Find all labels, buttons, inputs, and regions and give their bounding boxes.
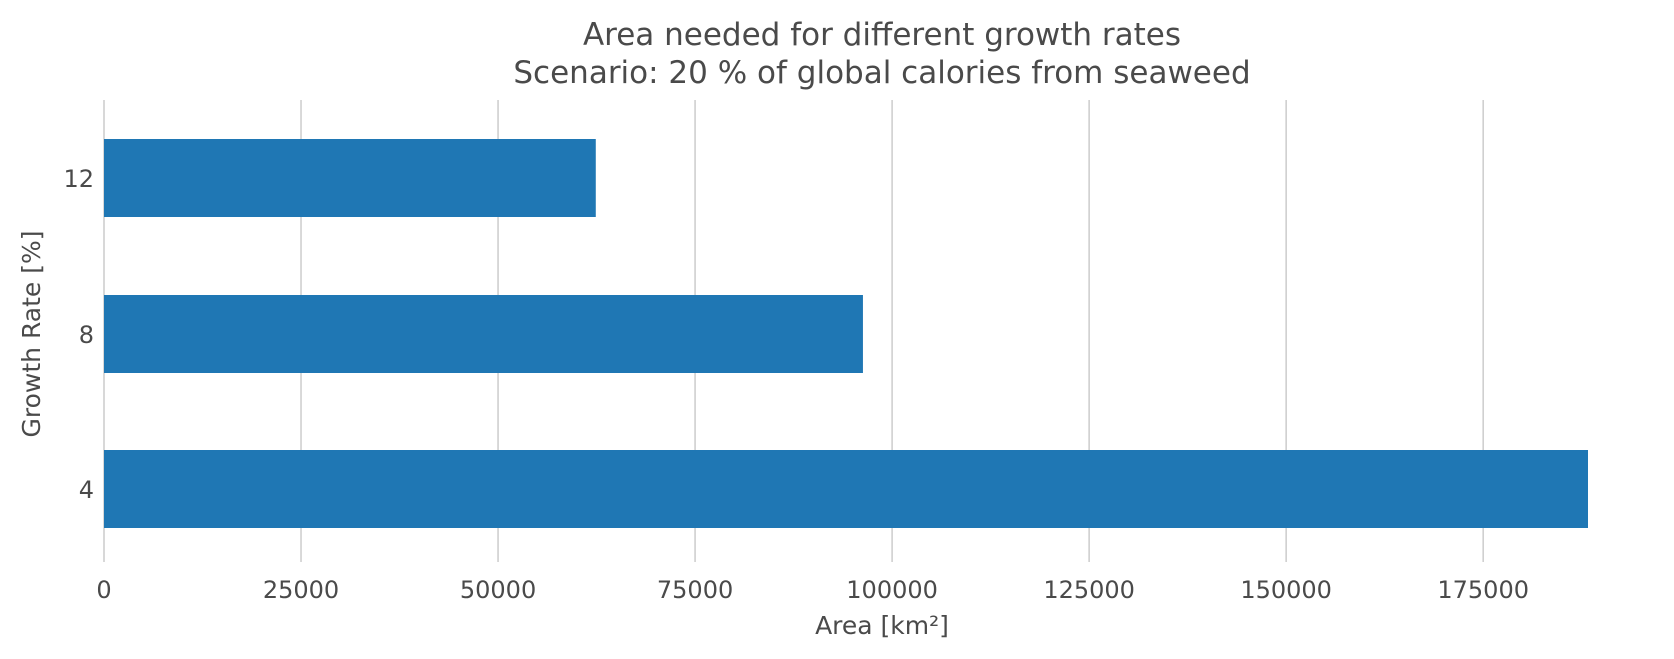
- x-tick-label: 150000: [1240, 576, 1332, 604]
- chart-subtitle: Scenario: 20 % of global calories from s…: [513, 55, 1250, 91]
- x-tick-labels: 0 25000 50000 75000 100000 125000 150000 175000: [96, 576, 1529, 604]
- x-tick-label: 100000: [846, 576, 938, 604]
- chart-title: Area needed for different growth rates: [583, 17, 1181, 53]
- x-tick-label: 175000: [1437, 576, 1529, 604]
- bar-growth-12: [104, 139, 596, 217]
- x-tick-label: 75000: [657, 576, 733, 604]
- y-tick-label: 4: [79, 476, 94, 504]
- y-axis-label: Growth Rate [%]: [17, 231, 46, 438]
- y-tick-labels: 4 8 12: [63, 165, 94, 504]
- y-tick-label: 8: [79, 321, 94, 349]
- bar-growth-8: [104, 295, 863, 373]
- bars: [104, 139, 1588, 528]
- x-tick-label: 25000: [263, 576, 339, 604]
- bar-growth-4: [104, 450, 1588, 528]
- x-tick-label: 50000: [460, 576, 536, 604]
- y-tick-label: 12: [63, 165, 94, 193]
- x-tick-label: 125000: [1043, 576, 1135, 604]
- x-tick-label: 0: [96, 576, 111, 604]
- x-axis-label: Area [km²]: [815, 611, 949, 640]
